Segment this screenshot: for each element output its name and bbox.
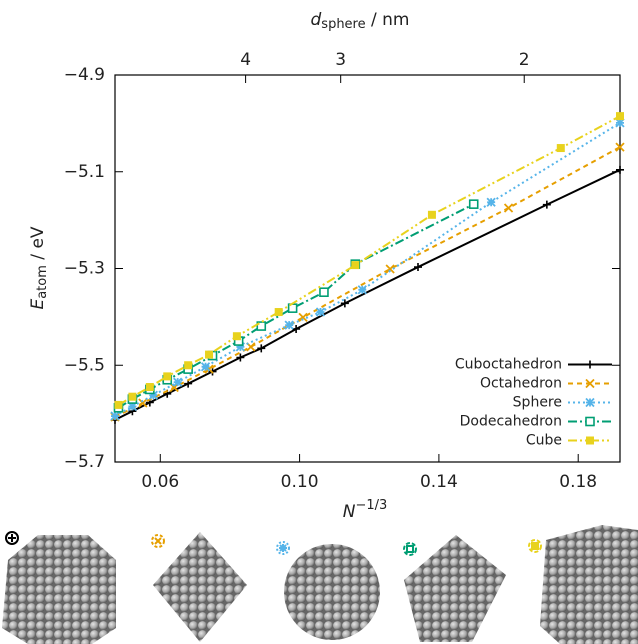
- marker: [616, 112, 624, 121]
- nanoparticle-renders: [2, 525, 638, 644]
- cuboctahedron-render: [2, 535, 116, 644]
- marker: [319, 287, 329, 298]
- marker: [205, 350, 214, 359]
- marker: [235, 342, 246, 352]
- x2-tick-label: 3: [335, 50, 346, 70]
- marker: [351, 261, 360, 270]
- marker: [486, 197, 496, 207]
- marker: [145, 383, 154, 392]
- marker: [357, 285, 367, 295]
- y-tick-label: −5.1: [64, 162, 105, 182]
- legend-label: Sphere: [513, 395, 562, 411]
- marker: [256, 321, 267, 331]
- marker: [127, 401, 138, 412]
- marker: [232, 332, 241, 341]
- x2-tick-label: 4: [240, 50, 251, 70]
- x-tick-label: 0.14: [420, 472, 458, 492]
- legend-label: Dodecahedron: [460, 414, 562, 430]
- series: [110, 118, 625, 421]
- marker: [257, 344, 266, 353]
- y-tick-label: −4.9: [64, 65, 105, 85]
- sphere-render: [284, 544, 380, 640]
- marker: [284, 320, 294, 330]
- render-icons: [5, 531, 542, 556]
- octahedron-render: [153, 532, 247, 642]
- marker: [385, 264, 395, 274]
- y-label-symbol: E: [28, 299, 48, 310]
- x2-label-symbol: d: [311, 10, 322, 30]
- marker: [274, 308, 283, 317]
- series: [111, 165, 624, 424]
- marker: [615, 142, 625, 152]
- legend-marker: [585, 378, 595, 389]
- marker: [200, 362, 211, 372]
- marker: [315, 307, 326, 317]
- x-tick-label: 0.10: [281, 472, 319, 492]
- x2-tick-label: 2: [519, 50, 530, 70]
- x-label-symbol: N: [343, 502, 356, 522]
- marker: [615, 118, 625, 128]
- marker: [427, 210, 436, 219]
- marker: [184, 361, 193, 370]
- marker: [114, 400, 123, 409]
- legend-marker: [586, 436, 594, 445]
- x-tick-label: 0.06: [141, 472, 179, 492]
- marker: [148, 390, 158, 400]
- x2-label-unit: / nm: [366, 10, 410, 30]
- y-label-subscript: atom: [35, 265, 50, 299]
- y-tick-label: −5.7: [64, 452, 105, 472]
- marker: [414, 263, 422, 272]
- series-line: [117, 203, 475, 409]
- cube-render: [540, 525, 638, 644]
- series-line: [114, 122, 621, 417]
- y-label-unit: / eV: [28, 226, 48, 265]
- series: [114, 112, 624, 409]
- marker: [616, 165, 624, 174]
- marker: [340, 299, 349, 308]
- marker: [298, 312, 308, 322]
- marker: [503, 203, 514, 213]
- x2-label-subscript: sphere: [321, 17, 365, 32]
- marker: [542, 200, 551, 209]
- y-axis-label: Eatom / eV: [28, 226, 50, 309]
- marker: [173, 377, 183, 387]
- legend: Cuboctahedron Octahedron Sphere Dodecahedro…: [455, 357, 612, 449]
- x-axis-label: N−1/3: [343, 498, 388, 523]
- marker: [163, 372, 172, 381]
- marker: [138, 398, 148, 408]
- marker: [236, 353, 245, 362]
- x-label-superscript: −1/3: [355, 498, 387, 513]
- marker: [292, 324, 301, 333]
- legend-marker: [586, 360, 594, 369]
- marker: [556, 144, 565, 153]
- legend-label: Cuboctahedron: [455, 357, 562, 373]
- x-tick-label: 0.18: [559, 472, 597, 492]
- y-tick-label: −5.3: [64, 259, 105, 279]
- y-tick-label: −5.5: [64, 355, 105, 375]
- marker: [468, 199, 479, 209]
- marker: [110, 411, 120, 421]
- marker: [128, 392, 137, 401]
- legend-marker: [585, 416, 595, 427]
- legend-label: Cube: [526, 433, 562, 449]
- dodecahedron-render: [404, 535, 506, 642]
- x2-axis-label: dsphere / nm: [311, 10, 410, 32]
- legend-label: Octahedron: [480, 376, 562, 392]
- legend-marker: [585, 397, 595, 408]
